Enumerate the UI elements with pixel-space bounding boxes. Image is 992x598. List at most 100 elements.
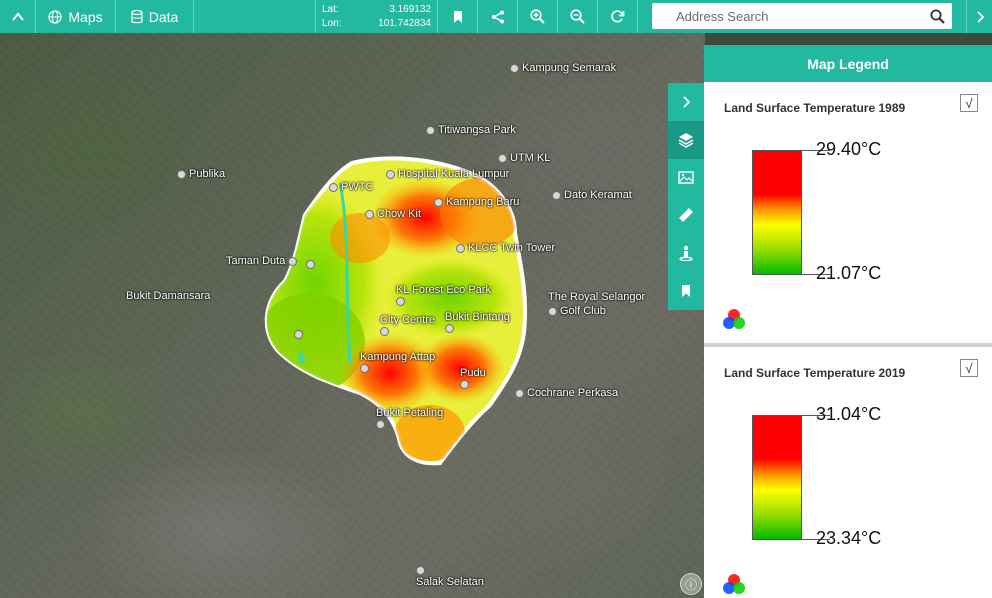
place-marker[interactable]: Salak Selatan xyxy=(416,566,484,588)
info-button[interactable]: ⓘ xyxy=(680,573,702,595)
map-canvas[interactable]: Kampung Semarak Titiwangsa Park UTM KL P… xyxy=(0,33,705,598)
place-label: Kampung Baru xyxy=(446,196,520,208)
place-marker[interactable]: Titiwangsa Park xyxy=(426,124,516,136)
place-pin xyxy=(552,190,561,200)
collapse-toolbar-button[interactable] xyxy=(0,0,36,33)
place-marker[interactable]: Publika xyxy=(177,168,225,180)
globe-icon xyxy=(48,9,62,24)
ramp-tick-max xyxy=(802,415,830,416)
place-pin xyxy=(445,324,454,333)
layer-visibility-checkbox[interactable]: √ xyxy=(960,94,978,112)
place-label: Kampung Attap xyxy=(360,351,436,363)
place-marker[interactable]: KLCC Twin Tower xyxy=(456,242,555,254)
share-icon xyxy=(491,10,504,23)
street-view-button[interactable] xyxy=(668,234,704,272)
bookmark-icon xyxy=(682,284,690,297)
place-marker[interactable] xyxy=(306,260,315,269)
top-toolbar: Maps Data Lat: 3.169132 Lon: 101.742834 xyxy=(0,0,992,33)
zoom-out-icon xyxy=(570,9,585,24)
maps-button[interactable]: Maps xyxy=(36,0,116,33)
ramp-max-label: 31.04°C xyxy=(816,404,882,424)
place-label: PWTC xyxy=(341,181,374,193)
place-marker[interactable]: Hospital Kuala Lumpur xyxy=(386,168,509,180)
address-search xyxy=(652,3,952,29)
place-pin xyxy=(380,327,389,336)
data-button[interactable]: Data xyxy=(116,0,194,33)
place-marker[interactable]: Bukit Bintang xyxy=(445,311,510,333)
place-marker[interactable]: Taman Duta xyxy=(226,255,298,267)
zoom-out-button[interactable] xyxy=(558,0,598,33)
address-search-input[interactable] xyxy=(652,4,922,28)
place-pin xyxy=(288,256,298,266)
place-marker[interactable]: Bukit Damansara xyxy=(126,290,210,302)
place-pin xyxy=(396,297,405,306)
layers-icon xyxy=(678,132,694,148)
place-marker[interactable]: The Royal Selangor Golf Club xyxy=(548,291,645,317)
map-image-icon xyxy=(678,171,694,184)
place-marker[interactable]: Bukit Petaling xyxy=(376,407,443,429)
place-label: Pudu xyxy=(460,367,486,379)
place-marker[interactable]: Kampung Baru xyxy=(434,196,519,208)
place-pin xyxy=(386,169,395,179)
place-label: Publika xyxy=(189,168,226,180)
place-label: Bukit Damansara xyxy=(126,290,211,302)
place-pin xyxy=(306,260,315,269)
place-label: UTM KL xyxy=(510,152,551,164)
place-marker[interactable]: UTM KL xyxy=(498,152,550,164)
color-ramp xyxy=(752,150,802,275)
chevron-right-icon xyxy=(683,96,691,108)
place-pin xyxy=(426,125,435,135)
place-pin xyxy=(548,306,557,316)
ramp-tick-min xyxy=(802,274,830,275)
place-pin xyxy=(510,63,519,73)
measure-button[interactable] xyxy=(668,196,704,234)
place-label: Kampung Semarak xyxy=(522,62,617,74)
place-pin xyxy=(360,364,369,373)
refresh-button[interactable] xyxy=(598,0,638,33)
legend-item-title: Land Surface Temperature 1989 xyxy=(724,101,906,115)
place-marker[interactable]: Kampung Attap xyxy=(360,351,435,373)
rgb-composite-icon xyxy=(723,309,745,329)
place-marker[interactable]: Chow Kit xyxy=(365,208,421,220)
person-pin-icon xyxy=(679,245,693,262)
place-marker[interactable]: PWTC xyxy=(329,181,373,193)
place-pin xyxy=(416,566,425,575)
place-pin xyxy=(376,420,385,429)
chevron-right-icon xyxy=(976,10,984,23)
place-marker[interactable] xyxy=(294,330,303,339)
place-label: Salak Selatan xyxy=(416,576,484,588)
place-marker[interactable]: Cochrane Perkasa xyxy=(515,387,618,399)
expand-right-button[interactable] xyxy=(966,0,992,33)
place-label: Taman Duta xyxy=(226,255,286,267)
info-icon: ⓘ xyxy=(684,577,697,592)
chevron-up-icon xyxy=(11,11,24,21)
ramp-min-label: 23.34°C xyxy=(816,528,882,548)
layers-button[interactable] xyxy=(668,120,704,159)
search-button[interactable] xyxy=(922,9,952,24)
place-marker[interactable]: Pudu xyxy=(460,367,486,389)
ramp-tick-min xyxy=(802,539,830,540)
share-button[interactable] xyxy=(478,0,518,33)
place-marker[interactable]: Dato Keramat xyxy=(552,189,632,201)
place-marker[interactable]: Kampung Semarak xyxy=(510,62,616,74)
place-pin xyxy=(177,169,186,179)
database-icon xyxy=(131,9,143,23)
place-pin xyxy=(434,197,443,207)
basemap-button[interactable] xyxy=(668,159,704,197)
place-label: Titiwangsa Park xyxy=(438,124,516,136)
place-label: Bukit Petaling xyxy=(376,407,444,419)
place-marker[interactable]: KL Forest Eco Park xyxy=(396,284,491,306)
legend-item-lst-1989: Land Surface Temperature 1989 √ 29.40°C … xyxy=(704,82,992,347)
collapse-panel-button[interactable] xyxy=(668,83,704,121)
place-label: Hospital Kuala Lumpur xyxy=(398,168,510,180)
place-marker[interactable]: City Centre xyxy=(380,314,435,336)
lat-value: 3.169132 xyxy=(389,4,431,15)
place-pin xyxy=(365,209,374,219)
bookmark-button[interactable] xyxy=(438,0,478,33)
zoom-in-icon xyxy=(530,9,545,24)
place-pin xyxy=(515,388,524,398)
zoom-in-button[interactable] xyxy=(518,0,558,33)
layer-visibility-checkbox[interactable]: √ xyxy=(960,359,978,377)
map-tool-strip xyxy=(668,83,704,310)
bookmarks-panel-button[interactable] xyxy=(668,272,704,310)
